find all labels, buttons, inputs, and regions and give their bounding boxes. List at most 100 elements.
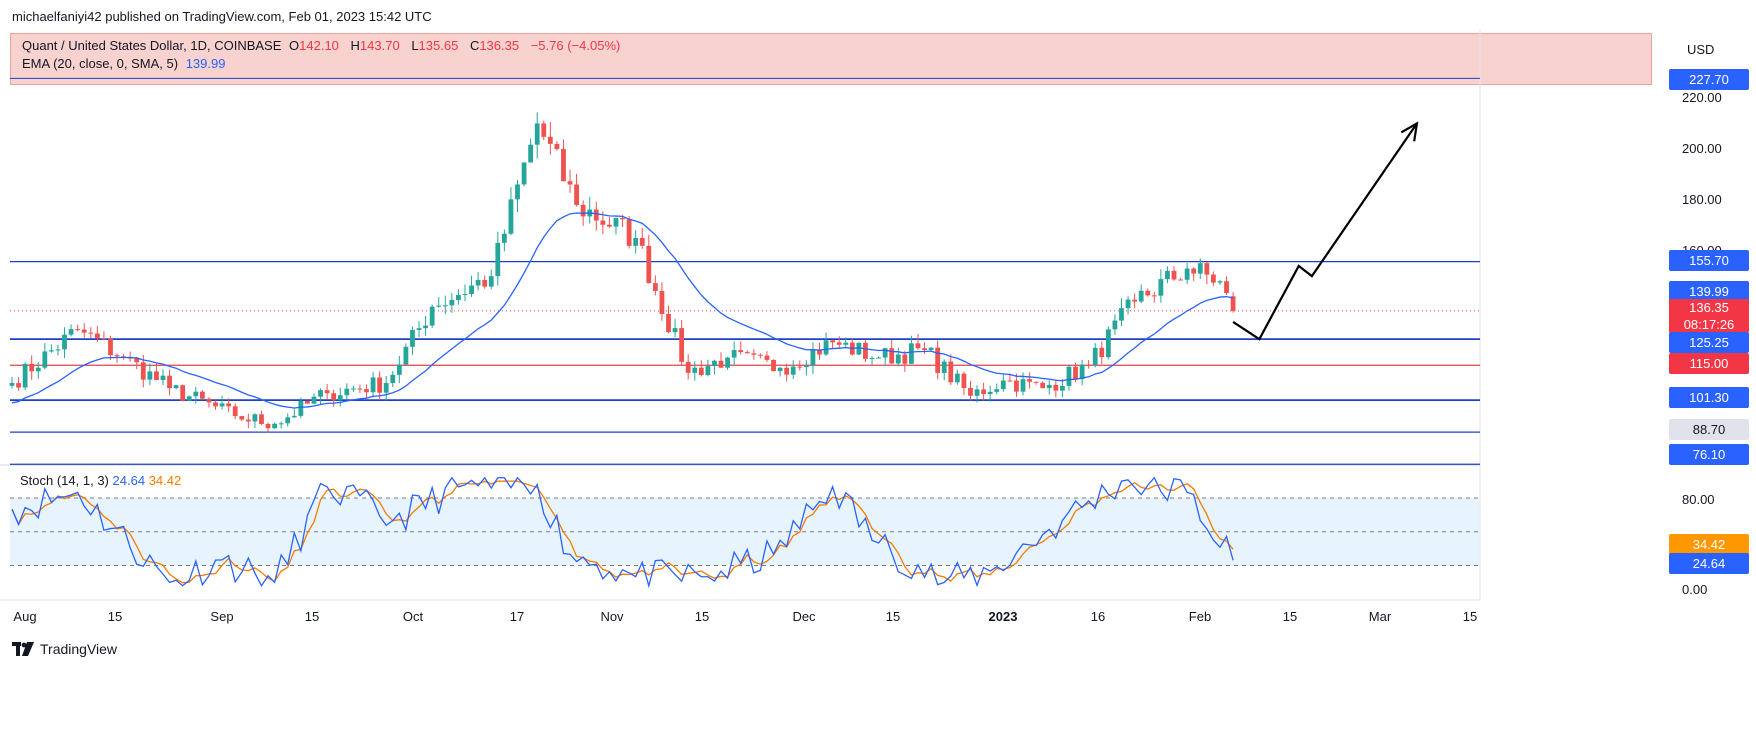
candle-body [213, 402, 218, 407]
current-price-label: 136.35 08:17:26 [1669, 299, 1749, 333]
candle-body [600, 220, 606, 225]
candle-body [259, 414, 264, 424]
candle-body [449, 299, 455, 306]
stoch-tick: 0.00 [1682, 582, 1708, 597]
candle-body [29, 363, 35, 372]
candle-body [810, 349, 816, 366]
candle-body [456, 295, 461, 300]
candle-body [1138, 290, 1144, 302]
candle-body [987, 391, 993, 395]
candle-body [495, 242, 501, 277]
candle-body [154, 371, 159, 381]
publisher-caption: michaelfaniyi42 published on TradingView… [12, 9, 432, 24]
open-label: O [289, 38, 300, 53]
candle-body [94, 333, 100, 339]
level-label-155: 155.70 [1669, 250, 1749, 271]
candle-body [758, 354, 763, 356]
candle-body [935, 347, 941, 373]
candle-body [462, 294, 468, 296]
time-tick: 15 [1462, 609, 1478, 624]
candle-body [1079, 364, 1085, 380]
price-tick: 220.00 [1682, 90, 1722, 105]
price-tick: 180.00 [1682, 192, 1722, 207]
ema-label[interactable]: EMA (20, close, 0, SMA, 5) [22, 56, 179, 71]
candle-body [981, 389, 987, 395]
candle-body [318, 390, 323, 397]
candle-body [101, 338, 107, 340]
candle-body [1158, 279, 1164, 296]
candle-body [915, 343, 921, 349]
candle-body [416, 328, 422, 330]
candle-body [974, 389, 980, 396]
candle-body [1099, 347, 1105, 358]
candle-body [62, 334, 67, 350]
candle-body [613, 218, 619, 227]
candle-body [475, 279, 481, 286]
candle-body [108, 338, 113, 356]
tradingview-brand[interactable]: TradingView [12, 641, 117, 657]
candle-body [1053, 384, 1059, 391]
candle-body [88, 332, 94, 334]
candle-body [554, 143, 560, 149]
time-tick: 15 [1282, 609, 1298, 624]
symbol-name[interactable]: Quant / United States Dollar, 1D, COINBA… [22, 38, 282, 53]
candle-body [685, 361, 691, 373]
level-label-125: 125.25 [1669, 332, 1749, 353]
candle-body [160, 375, 166, 381]
candle-body [639, 237, 645, 246]
candle-body [607, 224, 612, 227]
level-label-76: 76.10 [1669, 444, 1749, 465]
candle-body [725, 357, 730, 368]
stoch-d-label: 34.42 [1669, 534, 1749, 555]
close-value: 136.35 [479, 38, 520, 53]
candle-body [278, 423, 284, 425]
candle-body [383, 383, 389, 393]
time-tick: 17 [509, 609, 525, 624]
candle-body [633, 237, 639, 246]
candle-body [620, 218, 625, 220]
candle-body [403, 346, 409, 365]
candle-body [1217, 281, 1223, 283]
candle-body [922, 348, 927, 350]
candle-body [1184, 268, 1190, 280]
candle-body [744, 352, 750, 354]
candle-body [285, 417, 291, 424]
candle-body [1060, 385, 1065, 391]
candle-body [679, 328, 685, 362]
candle-body [35, 367, 41, 372]
candle-body [784, 367, 790, 375]
candle-body [1210, 274, 1216, 283]
candle-body [705, 366, 711, 375]
candle-body [830, 340, 836, 343]
candle-body [856, 342, 862, 355]
candle-body [272, 423, 277, 429]
candle-body [1033, 381, 1039, 383]
time-tick: Nov [600, 609, 624, 624]
candle-body [1191, 268, 1197, 274]
candle-body [42, 351, 48, 368]
stoch-label[interactable]: Stoch (14, 1, 3) [20, 473, 109, 488]
candle-body [836, 342, 842, 345]
stoch-k-line [11, 476, 1234, 589]
candle-body [1204, 263, 1210, 275]
candle-body [994, 389, 1000, 392]
projection-path [1232, 122, 1418, 341]
candle-body [114, 355, 120, 357]
ema-price-label: 139.99 [1669, 281, 1749, 302]
stoch-d-line [11, 480, 1234, 584]
level-label-115: 115.00 [1669, 353, 1749, 374]
candle-body [521, 162, 527, 185]
candle-body [305, 400, 310, 404]
candle-body [909, 343, 914, 364]
candle-body [515, 184, 520, 200]
candle-body [239, 416, 245, 420]
candle-body [311, 396, 317, 404]
candle-body [482, 279, 488, 287]
candle-body [442, 305, 448, 307]
open-value: 142.10 [299, 38, 339, 53]
stoch-k-value: 24.64 [112, 473, 146, 488]
low-label: L [411, 38, 419, 53]
candle-body [1000, 380, 1006, 390]
candle-body [344, 388, 350, 396]
